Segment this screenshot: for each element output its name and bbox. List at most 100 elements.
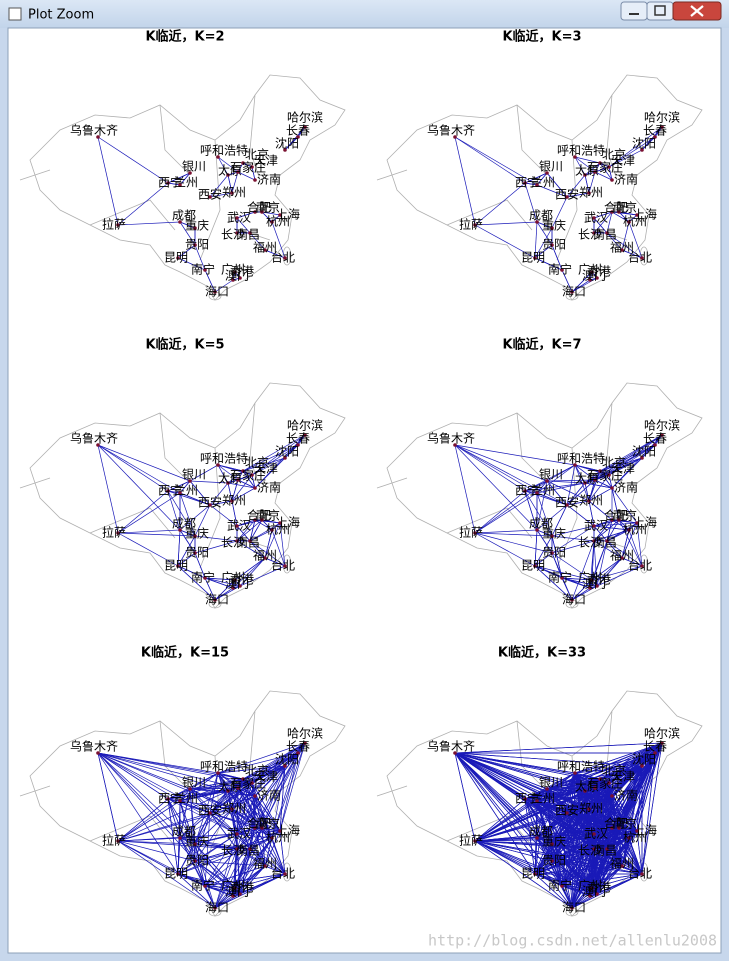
knn-edge <box>251 782 273 839</box>
knn-edge <box>608 149 643 168</box>
city-label: 兰州 <box>531 176 555 190</box>
city-label: 昆明 <box>164 867 188 881</box>
city-label: 沈阳 <box>275 752 299 767</box>
city-dot <box>178 836 182 840</box>
city-dot <box>533 256 537 260</box>
knn-edge <box>618 211 630 223</box>
knn-edge <box>551 504 568 537</box>
city-dot <box>283 764 287 768</box>
knn-edge <box>571 778 601 909</box>
knn-edge <box>214 848 251 909</box>
knn-edge <box>236 519 263 542</box>
window-icon <box>8 7 22 21</box>
knn-edge <box>242 444 299 472</box>
city-dot <box>188 479 192 483</box>
knn-edge <box>236 765 286 835</box>
knn-edge <box>584 482 613 489</box>
city-dot <box>250 781 254 785</box>
city-dot <box>231 894 235 898</box>
city-label: 北京 <box>602 764 626 778</box>
knn-edge <box>214 848 238 909</box>
knn-edge <box>618 519 643 567</box>
knn-edge <box>194 552 206 579</box>
city-dot <box>592 524 596 528</box>
knn-edge <box>97 444 181 531</box>
knn-edge <box>474 224 536 259</box>
knn-edge <box>227 174 233 194</box>
knn-edge <box>209 778 244 814</box>
knn-edge <box>237 474 253 481</box>
knn-edge <box>237 787 281 832</box>
city-dot <box>303 741 307 745</box>
edges <box>97 742 306 909</box>
knn-edge <box>194 535 238 542</box>
knn-edge <box>608 126 663 168</box>
city-label: 拉萨 <box>459 217 483 232</box>
knn-edge <box>249 540 286 567</box>
city-label: 海口 <box>205 592 229 607</box>
city-label: 澳门 <box>582 884 606 899</box>
city-dot <box>592 539 596 543</box>
knn-edge <box>236 830 281 835</box>
city-dot <box>535 528 539 532</box>
city-label: 拉萨 <box>459 833 483 848</box>
city-label: 台北 <box>628 250 652 265</box>
city-dot <box>176 872 180 876</box>
city-label: 海口 <box>205 284 229 299</box>
knn-edge <box>97 444 119 534</box>
city-label: 上海 <box>276 823 300 838</box>
knn-edge <box>561 812 568 887</box>
knn-edge <box>454 444 548 482</box>
knn-edge <box>204 269 216 293</box>
knn-edge <box>566 812 573 909</box>
city-label: 台北 <box>628 866 652 881</box>
city-dot <box>523 181 527 185</box>
city-dot <box>231 278 235 282</box>
city-label: 澳门 <box>225 268 249 283</box>
knn-edge <box>588 487 613 502</box>
knn-edge <box>189 480 229 484</box>
knn-edge <box>179 772 219 802</box>
knn-edge <box>179 480 191 494</box>
knn-edge <box>593 529 630 542</box>
knn-edge <box>251 474 256 489</box>
city-dot <box>116 223 120 227</box>
knn-edge <box>97 136 119 226</box>
knn-edge <box>254 795 286 875</box>
city-dot <box>283 148 287 152</box>
knn-edge <box>536 184 568 198</box>
city-label: 乌鲁木齐 <box>70 739 118 754</box>
city-dot <box>592 216 596 220</box>
minimize-button[interactable] <box>620 1 648 21</box>
city-dot <box>570 598 574 602</box>
city-label: 郑州 <box>222 493 246 508</box>
city-dot <box>598 777 602 781</box>
city-dot <box>233 270 237 274</box>
maximize-button[interactable] <box>646 1 674 21</box>
city-dot <box>640 564 644 568</box>
knn-edge <box>209 812 263 829</box>
knn-edge <box>524 182 538 223</box>
knn-edge <box>236 848 266 867</box>
city-label: 广州 <box>578 263 602 277</box>
city-dot <box>283 456 287 460</box>
city-label: 贵阳 <box>542 238 566 252</box>
city-dot <box>241 777 245 781</box>
city-label: 西宁 <box>515 791 539 806</box>
knn-edge <box>236 217 251 234</box>
city-label: 乌鲁木齐 <box>427 431 475 446</box>
city-label: 北京 <box>245 764 269 778</box>
knn-edge <box>179 492 196 537</box>
city-dot <box>253 794 257 798</box>
knn-edge <box>194 860 241 895</box>
knn-edge <box>179 800 196 862</box>
knn-edge <box>566 174 586 198</box>
city-dot <box>208 195 212 199</box>
city-dot <box>178 491 182 495</box>
knn-edge <box>593 540 598 587</box>
knn-edge <box>217 464 244 472</box>
city-dot <box>617 210 621 214</box>
city-label: 香港 <box>230 573 254 587</box>
city-dot <box>296 751 300 755</box>
knn-edge <box>209 500 233 506</box>
